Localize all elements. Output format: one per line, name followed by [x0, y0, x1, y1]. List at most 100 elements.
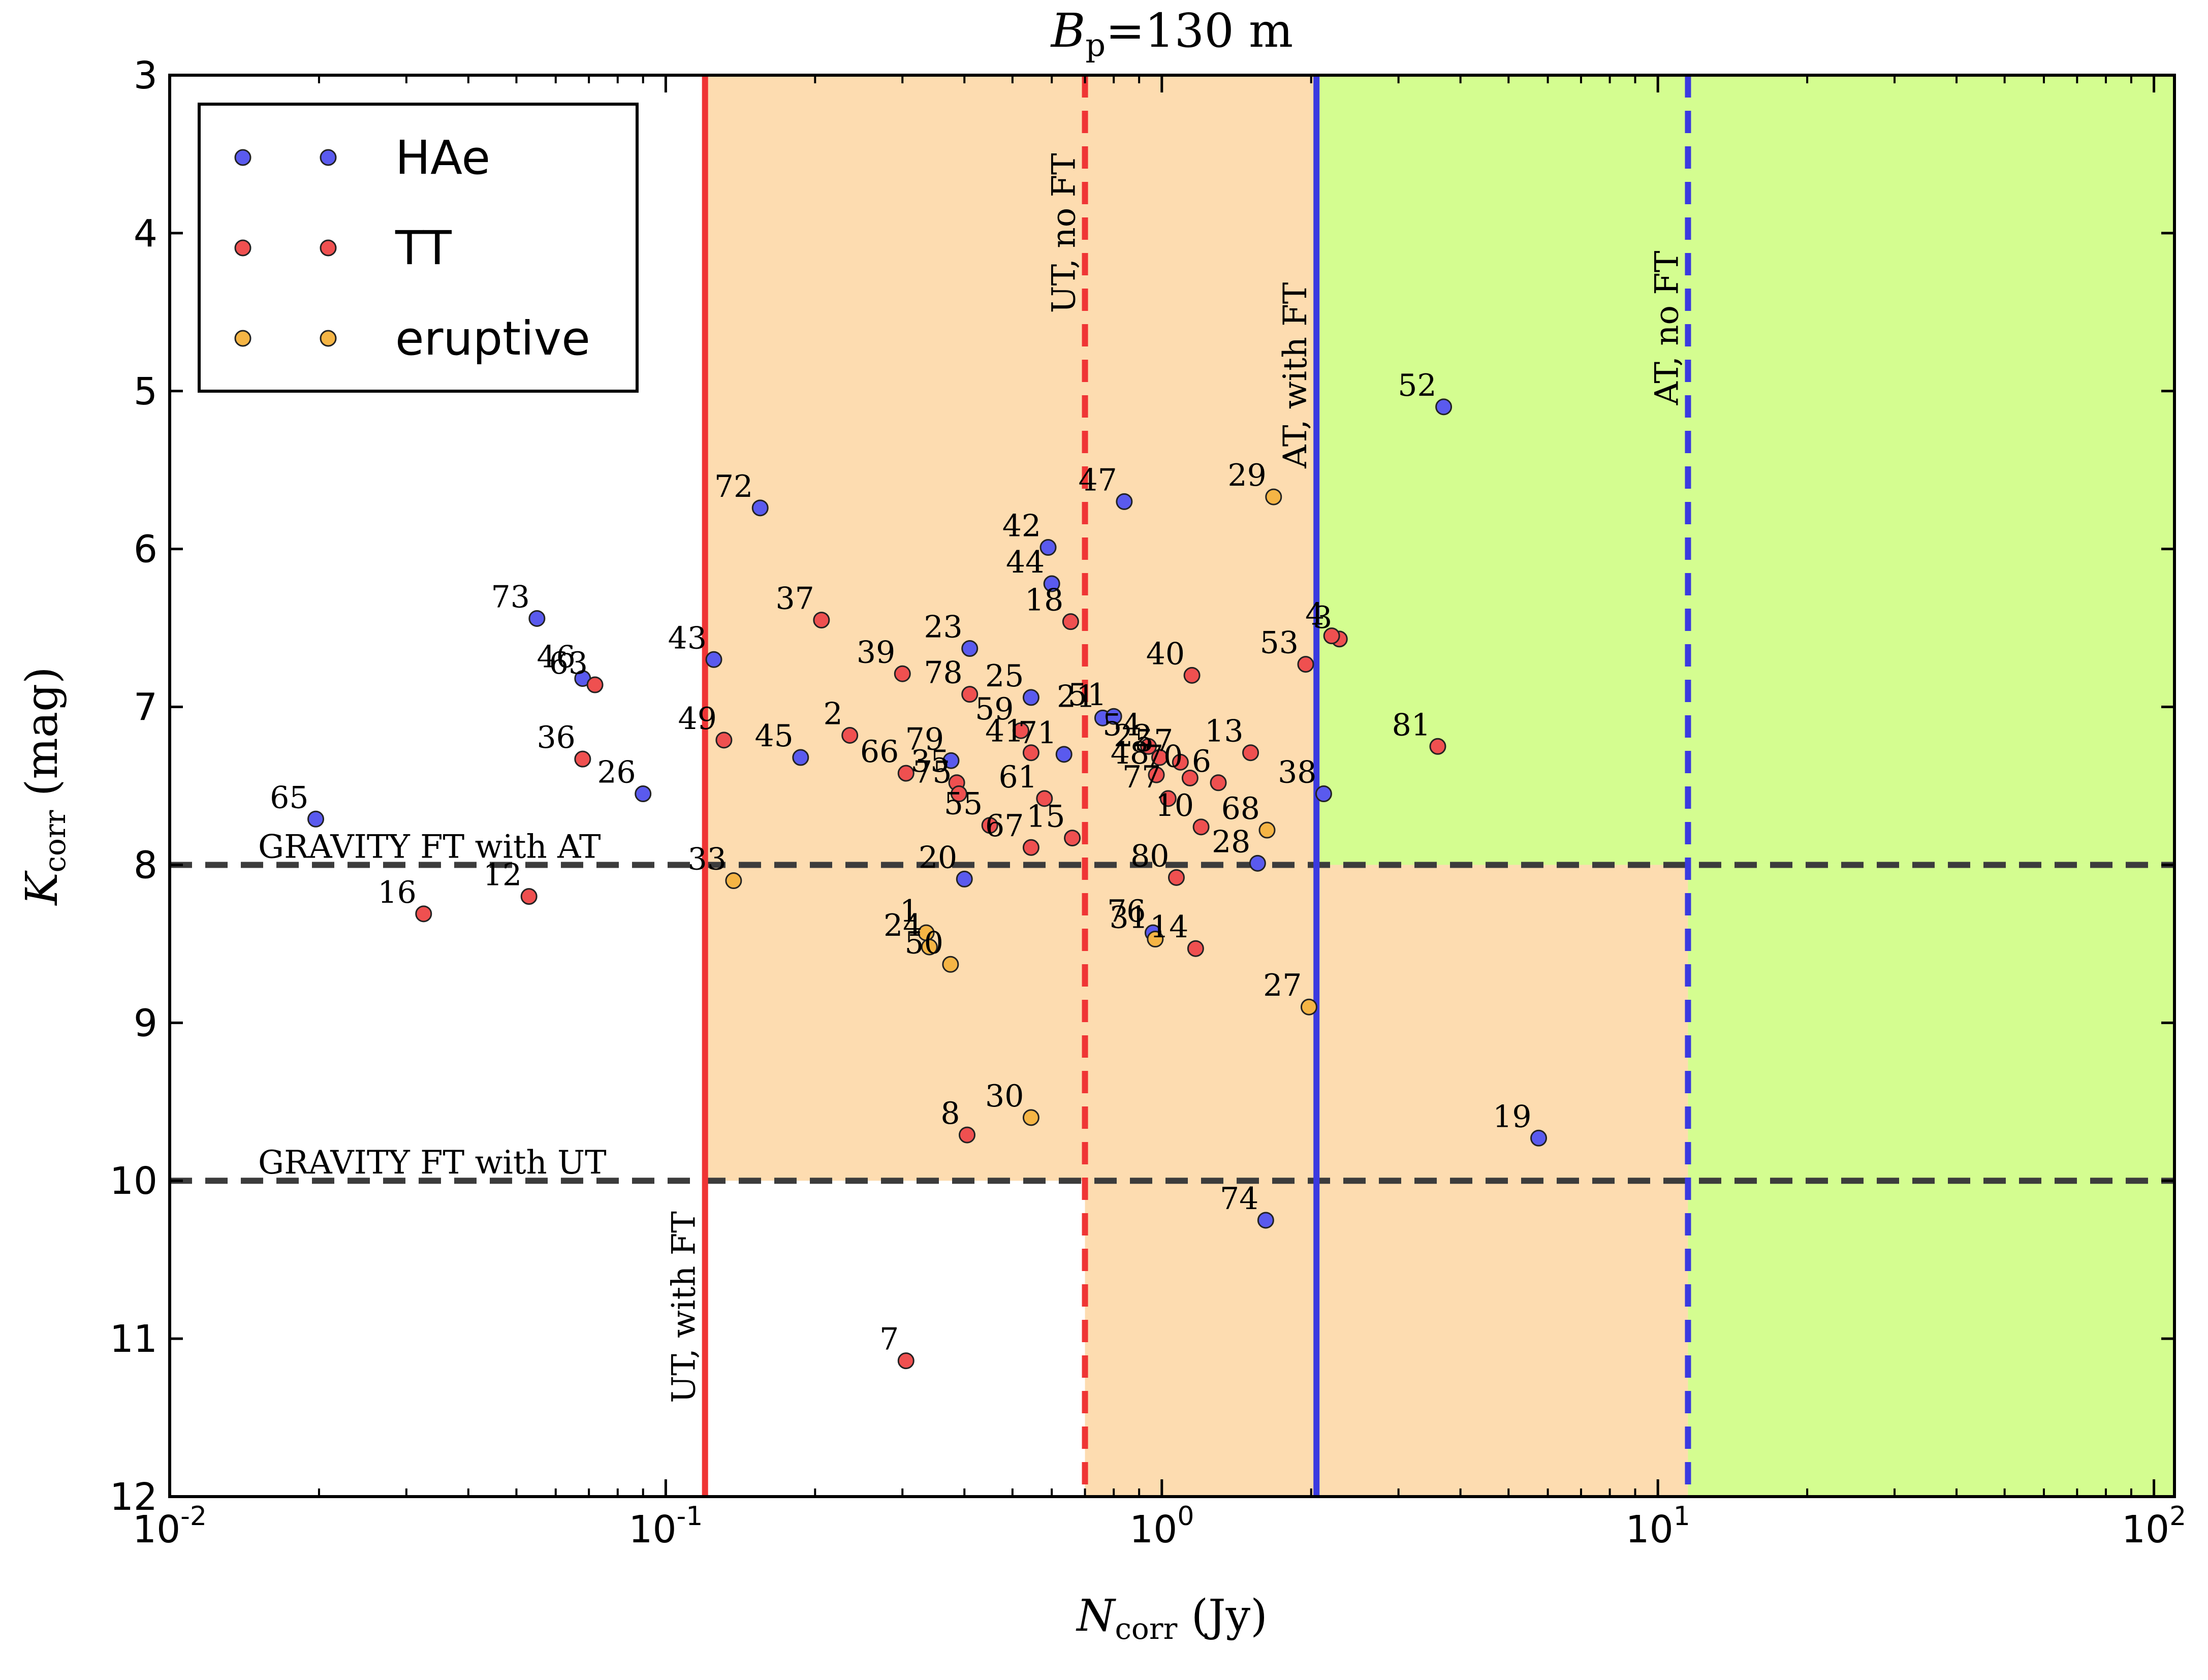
- data-points-layer: [307, 398, 1548, 1370]
- point-label-eruptive-1: 1: [900, 894, 919, 929]
- point-label-tt-14: 14: [1150, 909, 1188, 945]
- point-eruptive-30: [1022, 1109, 1039, 1126]
- vlabel-at-with-ft: AT, with FT: [1277, 282, 1314, 469]
- y-tick-label-3: 3: [134, 54, 157, 98]
- point-label-tt-35: 35: [911, 744, 950, 779]
- point-tt-59: [1012, 722, 1029, 739]
- point-tt-41: [1022, 744, 1039, 762]
- point-label-tt-55: 55: [944, 786, 983, 822]
- point-eruptive-50: [942, 956, 959, 973]
- point-label-hae-73: 73: [491, 579, 530, 615]
- point-tt-15: [1064, 830, 1081, 847]
- point-tt-22: [1151, 749, 1169, 766]
- point-label-tt-54: 54: [1102, 707, 1141, 743]
- point-label-tt-63: 63: [549, 646, 588, 681]
- point-hae-23: [961, 640, 979, 657]
- y-tick-label-8: 8: [134, 843, 157, 887]
- y-axis-label: Kcorr (mag): [17, 667, 72, 906]
- legend-marker-hae: [234, 149, 251, 166]
- point-label-eruptive-33: 33: [688, 842, 727, 877]
- point-tt-61: [1036, 790, 1053, 807]
- point-tt-48: [1148, 766, 1165, 783]
- point-label-tt-59: 59: [975, 691, 1014, 727]
- y-tick-label-11: 11: [110, 1317, 157, 1361]
- point-label-hae-45: 45: [754, 718, 793, 754]
- legend-marker-eruptive: [234, 330, 251, 347]
- point-tt-77: [1159, 790, 1177, 807]
- vlabel-ut-with-ft: UT, with FT: [666, 1211, 703, 1403]
- point-label-hae-42: 42: [1002, 509, 1041, 544]
- x-tick-label--1: 10-1: [628, 1501, 703, 1551]
- point-eruptive-29: [1265, 488, 1282, 505]
- x-tick-label-1: 101: [1626, 1501, 1690, 1551]
- y-tick-label-7: 7: [134, 686, 157, 730]
- point-label-hae-43: 43: [668, 620, 707, 656]
- point-label-hae-72: 72: [714, 469, 753, 504]
- point-hae-79: [942, 752, 960, 769]
- point-label-tt-49: 49: [678, 701, 717, 737]
- point-tt-18: [1062, 613, 1079, 630]
- point-label-hae-51: 51: [1068, 677, 1107, 713]
- point-label-tt-66: 66: [860, 734, 899, 770]
- point-hae-19: [1530, 1129, 1548, 1147]
- y-tick-label-4: 4: [134, 212, 157, 256]
- point-eruptive-68: [1258, 821, 1276, 839]
- vlabel-at-no-ft: AT, no FT: [1648, 250, 1686, 405]
- point-label-hae-21: 21: [1057, 679, 1095, 714]
- point-label-hae-20: 20: [919, 840, 957, 875]
- point-label-hae-19: 19: [1493, 1099, 1531, 1134]
- point-hae-20: [956, 870, 973, 887]
- point-label-tt-15: 15: [1026, 799, 1065, 835]
- point-label-tt-4: 4: [1305, 597, 1324, 632]
- legend-marker2-tt: [320, 239, 337, 257]
- point-label-eruptive-31: 31: [1110, 900, 1148, 936]
- point-tt-81: [1429, 738, 1446, 755]
- xlabel-main: N: [1076, 1591, 1116, 1641]
- legend-marker2-hae: [320, 149, 337, 166]
- ylabel-sub: corr: [38, 810, 72, 872]
- point-tt-80: [1168, 869, 1185, 886]
- point-tt-67: [1022, 839, 1039, 856]
- point-label-eruptive-30: 30: [985, 1079, 1024, 1114]
- point-label-tt-7: 7: [879, 1322, 899, 1357]
- point-label-tt-67: 67: [985, 808, 1024, 844]
- point-hae-26: [635, 785, 652, 803]
- point-tt-13: [1242, 744, 1259, 762]
- point-hae-72: [751, 499, 769, 517]
- point-label-tt-3: 3: [1313, 600, 1332, 636]
- point-tt-70: [1181, 769, 1198, 786]
- xlabel-sub: corr: [1115, 1611, 1177, 1646]
- x-tick-label-2: 102: [2122, 1501, 2186, 1551]
- point-label-tt-13: 13: [1205, 714, 1243, 749]
- y-tick-label-10: 10: [110, 1159, 157, 1203]
- point-label-hae-26: 26: [597, 755, 636, 790]
- point-label-tt-8: 8: [940, 1096, 960, 1131]
- point-eruptive-24: [921, 938, 938, 956]
- point-label-tt-77: 77: [1122, 759, 1161, 795]
- point-label-hae-38: 38: [1278, 755, 1316, 790]
- point-tt-4: [1323, 627, 1340, 645]
- point-label-hae-47: 47: [1078, 462, 1117, 498]
- point-hae-51: [1105, 708, 1122, 725]
- label-gravity-ft-with-ut: GRAVITY FT with UT: [258, 1144, 607, 1182]
- point-label-hae-74: 74: [1220, 1181, 1258, 1217]
- plot-frame: [168, 74, 2176, 1498]
- point-hae-73: [528, 610, 546, 627]
- point-hae-47: [1116, 493, 1133, 510]
- xlabel-rest: (Jy): [1177, 1591, 1268, 1641]
- point-hae-42: [1039, 539, 1057, 556]
- ylabel-main: K: [17, 870, 68, 906]
- point-label-tt-41: 41: [985, 714, 1024, 749]
- point-tt-16: [415, 905, 432, 923]
- point-label-eruptive-24: 24: [884, 908, 922, 943]
- line-labels-layer: GRAVITY FT with AT GRAVITY FT with UT UT, …: [258, 153, 1686, 1403]
- point-hae-65: [307, 810, 325, 828]
- legend-entries: HAe TT eruptive: [234, 131, 590, 366]
- point-tt-49: [715, 732, 733, 749]
- point-tt-55: [981, 817, 998, 834]
- telescope-lines-layer: [702, 75, 1691, 1497]
- point-label-hae-25: 25: [985, 658, 1024, 694]
- legend-label-tt: TT: [395, 221, 452, 275]
- point-tt-6: [1210, 774, 1227, 791]
